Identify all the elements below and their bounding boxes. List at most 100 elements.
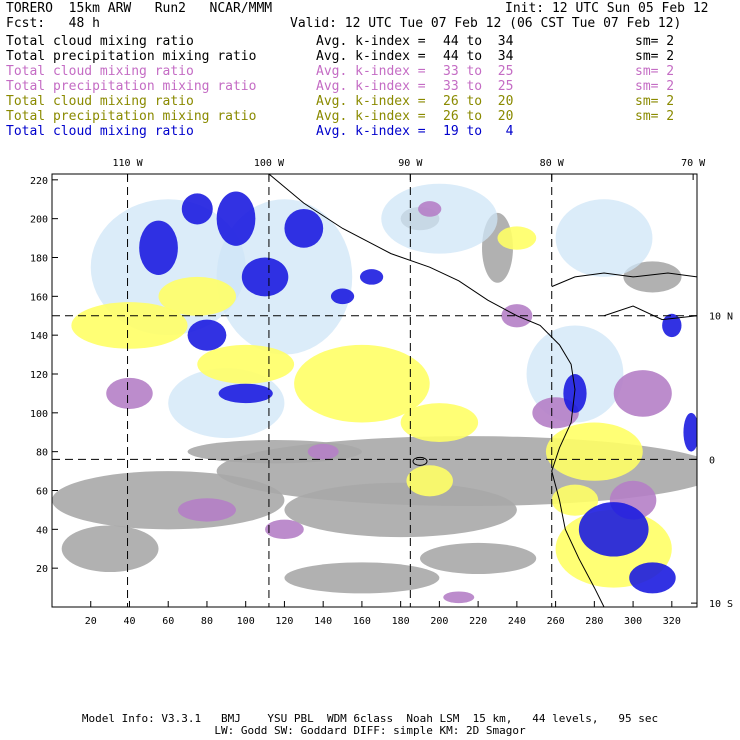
blue-region xyxy=(629,562,676,594)
purple-region xyxy=(443,591,475,604)
yellow-region xyxy=(197,344,295,384)
legend-avg-label: Avg. k-index = xyxy=(316,94,426,109)
lightblue-region xyxy=(381,183,498,254)
y-tick-label: 220 xyxy=(30,176,48,187)
blue-region xyxy=(241,257,289,297)
y-tick-label: 100 xyxy=(30,409,48,420)
purple-region xyxy=(418,201,442,217)
legend-field: Total precipitation mixing ratio xyxy=(6,109,257,124)
x-tick-label: 180 xyxy=(392,616,410,627)
y-tick-label: 120 xyxy=(30,370,48,381)
purple-region xyxy=(265,519,304,540)
field-shading xyxy=(52,174,697,607)
blue-region xyxy=(284,208,324,248)
y-tick-label: 180 xyxy=(30,253,48,264)
blue-region xyxy=(181,193,213,225)
x-tick-label: 40 xyxy=(123,616,135,627)
gray-region xyxy=(284,482,517,538)
x-tick-label: 60 xyxy=(162,616,174,627)
gray-region xyxy=(52,471,285,530)
lon-label: 90 W xyxy=(398,158,423,169)
x-tick-label: 240 xyxy=(508,616,526,627)
legend-field: Total cloud mixing ratio xyxy=(6,124,194,139)
yellow-region xyxy=(551,484,599,516)
y-tick-label: 80 xyxy=(36,448,48,459)
x-tick-label: 80 xyxy=(201,616,213,627)
legend-range: 44 to 34 xyxy=(443,34,514,49)
x-tick-label: 220 xyxy=(469,616,487,627)
y-tick-label: 20 xyxy=(36,564,48,575)
purple-region xyxy=(177,498,237,522)
plot-frame xyxy=(51,173,698,608)
lon-label: 80 W xyxy=(540,158,565,169)
galapagos-islands xyxy=(412,456,428,466)
legend-avg-label: Avg. k-index = xyxy=(316,109,426,124)
legend-field: Total precipitation mixing ratio xyxy=(6,49,257,64)
model-info: Model Info: V3.3.1 BMJ YSU PBL WDM 6clas… xyxy=(81,712,659,725)
yellow-region xyxy=(545,422,643,481)
blue-region xyxy=(359,269,384,285)
blue-region xyxy=(662,313,682,338)
lat-label: 10 S xyxy=(709,599,733,610)
legend-avg-label: Avg. k-index = xyxy=(316,124,426,139)
legend-field: Total cloud mixing ratio xyxy=(6,94,194,109)
lightblue-region xyxy=(555,199,653,277)
yellow-region xyxy=(71,302,188,349)
legend-field: Total precipitation mixing ratio xyxy=(6,79,257,94)
lat-label: 0 xyxy=(709,455,715,466)
y-tick-label: 200 xyxy=(30,215,48,226)
legend-smoothing: sm= 2 xyxy=(635,64,675,79)
legend-smoothing: sm= 2 xyxy=(635,49,675,64)
legend-smoothing: sm= 2 xyxy=(635,94,675,109)
x-tick-label: 20 xyxy=(85,616,97,627)
model-physics: LW: Godd SW: Goddard DIFF: simple KM: 2D… xyxy=(214,724,526,737)
purple-region xyxy=(613,370,672,417)
blue-region xyxy=(683,412,697,452)
purple-region xyxy=(307,443,339,460)
legend-avg-label: Avg. k-index = xyxy=(316,34,426,49)
legend-smoothing: sm= 2 xyxy=(635,79,675,94)
yellow-region xyxy=(497,226,537,250)
legend-range: 26 to 20 xyxy=(443,94,514,109)
gray-region xyxy=(420,542,537,574)
y-tick-label: 140 xyxy=(30,331,48,342)
blue-region xyxy=(218,383,273,404)
yellow-region xyxy=(400,403,479,442)
coastline xyxy=(551,272,697,288)
blue-region xyxy=(187,319,227,351)
x-tick-label: 100 xyxy=(237,616,255,627)
yellow-region xyxy=(158,276,237,316)
x-tick-label: 280 xyxy=(585,616,603,627)
gray-region xyxy=(284,562,440,594)
x-tick-label: 320 xyxy=(663,616,681,627)
legend-smoothing: sm= 2 xyxy=(635,34,675,49)
legend-avg-label: Avg. k-index = xyxy=(316,79,426,94)
gray-region xyxy=(61,525,159,573)
lon-label: 70 W xyxy=(681,158,706,169)
purple-region xyxy=(106,377,153,409)
y-tick-label: 160 xyxy=(30,292,48,303)
y-tick-label: 40 xyxy=(36,525,48,536)
model-title: TORERO 15km ARW Run2 NCAR/MMM xyxy=(6,1,273,16)
lat-label: 10 N xyxy=(709,312,733,323)
legend-range: 33 to 25 xyxy=(443,79,514,94)
forecast-hour: Fcst: 48 h xyxy=(6,16,100,31)
legend-range: 44 to 34 xyxy=(443,49,514,64)
init-time: Init: 12 UTC Sun 05 Feb 12 xyxy=(505,1,709,16)
valid-time: Valid: 12 UTC Tue 07 Feb 12 (06 CST Tue … xyxy=(290,16,682,31)
blue-region xyxy=(216,191,256,246)
yellow-region xyxy=(406,465,453,497)
lon-label: 110 W xyxy=(112,158,143,169)
legend-range: 19 to 4 xyxy=(443,124,514,139)
legend-smoothing: sm= 2 xyxy=(635,109,675,124)
blue-region xyxy=(578,502,649,557)
coastline xyxy=(268,174,605,607)
x-tick-label: 300 xyxy=(624,616,642,627)
legend-field: Total cloud mixing ratio xyxy=(6,34,194,49)
blue-region xyxy=(330,288,355,305)
gray-region xyxy=(623,261,682,293)
legend-field: Total cloud mixing ratio xyxy=(6,64,194,79)
x-tick-label: 200 xyxy=(430,616,448,627)
coastline xyxy=(603,305,697,321)
